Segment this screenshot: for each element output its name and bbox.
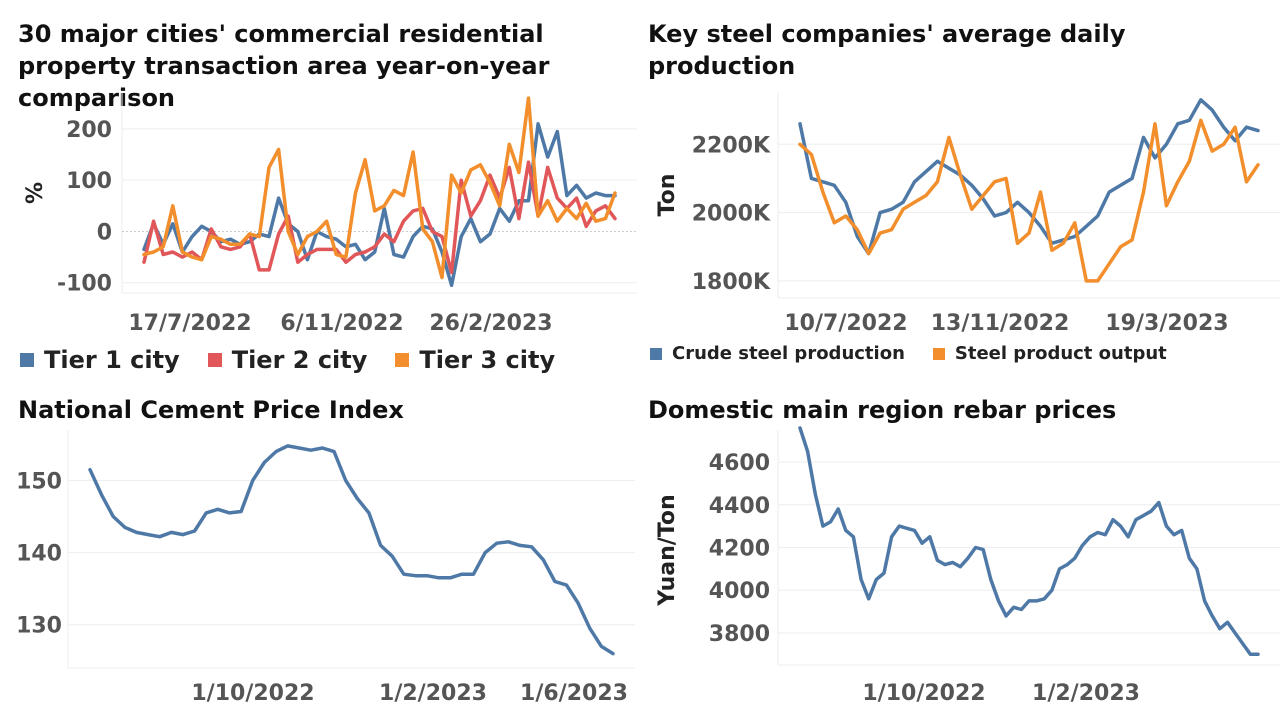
y-tick-label: 2200K — [692, 133, 771, 158]
y-tick-label: 4200 — [709, 537, 770, 562]
legend-label: Tier 2 city — [231, 346, 368, 374]
line-chart-rebar: 4600 4400 4200 4000 3800 1/10/2022 1/2/2023 Yua… — [655, 426, 1280, 706]
chart-title-steel: Key steel companies' average daily produ… — [648, 20, 1126, 80]
legend-item-tier2: Tier 2 city — [207, 346, 368, 374]
y-tick-label: 150 — [16, 469, 62, 494]
line-chart-residential: 200 100 0 -100 17/7/2022 6/11/2022 26/2/2023% — [23, 93, 637, 336]
chart-panel-rebar: Domestic main region rebar prices 4600 44… — [640, 380, 1280, 720]
y-axis-label: Yuan/Ton — [655, 494, 680, 606]
x-tick-label: 1/10/2022 — [191, 681, 314, 706]
line-chart-cement: 150 140 130 1/10/2022 1/2/2023 1/6/2023 — [16, 430, 635, 706]
x-tick-label: 17/7/2022 — [128, 311, 251, 336]
x-tick-label: 10/7/2022 — [784, 311, 907, 336]
legend-steel: Crude steel production Steel product out… — [650, 343, 1195, 364]
legend-swatch — [207, 353, 222, 367]
y-tick-label: 140 — [16, 542, 62, 567]
legend-label: Crude steel production — [672, 343, 905, 364]
y-tick-label: 200 — [66, 118, 112, 143]
chart-title-cement: National Cement Price Index — [18, 396, 404, 424]
x-tick-label: 13/11/2022 — [931, 311, 1070, 336]
series-line-tier-2-city — [142, 160, 617, 275]
legend-swatch — [395, 353, 410, 367]
y-tick-label: 0 — [97, 220, 112, 245]
x-tick-label: 6/11/2022 — [280, 311, 403, 336]
y-tick-label: 4600 — [709, 451, 770, 476]
series-line-series-3 — [798, 426, 1260, 657]
x-tick-label: 1/10/2022 — [862, 681, 985, 706]
chart-panel-cement: National Cement Price Index 150 140 130 1/1… — [0, 380, 640, 720]
y-axis-label: Ton — [655, 174, 680, 217]
y-tick-label: 3800 — [709, 622, 770, 647]
legend-label: Steel product output — [954, 343, 1167, 364]
legend-label: Tier 3 city — [419, 346, 556, 374]
legend-swatch — [650, 347, 662, 360]
legend-label: Tier 1 city — [44, 346, 180, 374]
y-tick-label: 1800K — [692, 270, 771, 295]
y-tick-label: 130 — [16, 614, 62, 639]
series-line-series-2 — [88, 444, 615, 656]
line-chart-steel: 2200K 2000K 1800K 10/7/2022 13/11/2022 19/3/2… — [655, 93, 1280, 336]
legend-item-crude-steel: Crude steel production — [650, 343, 905, 364]
legend-item-steel-product: Steel product output — [932, 343, 1167, 364]
y-axis-label: % — [23, 182, 48, 204]
x-tick-label: 1/2/2023 — [379, 681, 487, 706]
x-tick-label: 1/2/2023 — [1032, 681, 1140, 706]
y-tick-label: 100 — [66, 169, 112, 194]
legend-swatch — [20, 353, 34, 367]
series-line-steel-product-output — [798, 118, 1260, 283]
legend-swatch — [932, 347, 945, 360]
x-tick-label: 1/6/2023 — [520, 681, 628, 706]
series-line-crude-steel-production — [798, 98, 1260, 256]
x-tick-label: 19/3/2023 — [1105, 311, 1228, 336]
chart-title-residential: 30 major cities' commercial residential … — [18, 20, 550, 112]
legend-item-tier3: Tier 3 city — [395, 346, 555, 374]
chart-panel-residential: 30 major cities' commercial residential … — [0, 0, 640, 380]
chart-title-rebar: Domestic main region rebar prices — [648, 396, 1117, 424]
series-line-tier-3-city — [142, 96, 617, 280]
x-tick-label: 26/2/2023 — [429, 311, 552, 336]
y-tick-label: 4000 — [709, 579, 770, 604]
y-tick-label: -100 — [57, 272, 112, 297]
y-tick-label: 2000K — [692, 202, 771, 227]
legend-item-tier1: Tier 1 city — [20, 346, 180, 374]
chart-panel-steel: Key steel companies' average daily produ… — [640, 0, 1280, 380]
legend-residential: Tier 1 city Tier 2 city Tier 3 city — [20, 346, 583, 374]
y-tick-label: 4400 — [709, 494, 770, 519]
